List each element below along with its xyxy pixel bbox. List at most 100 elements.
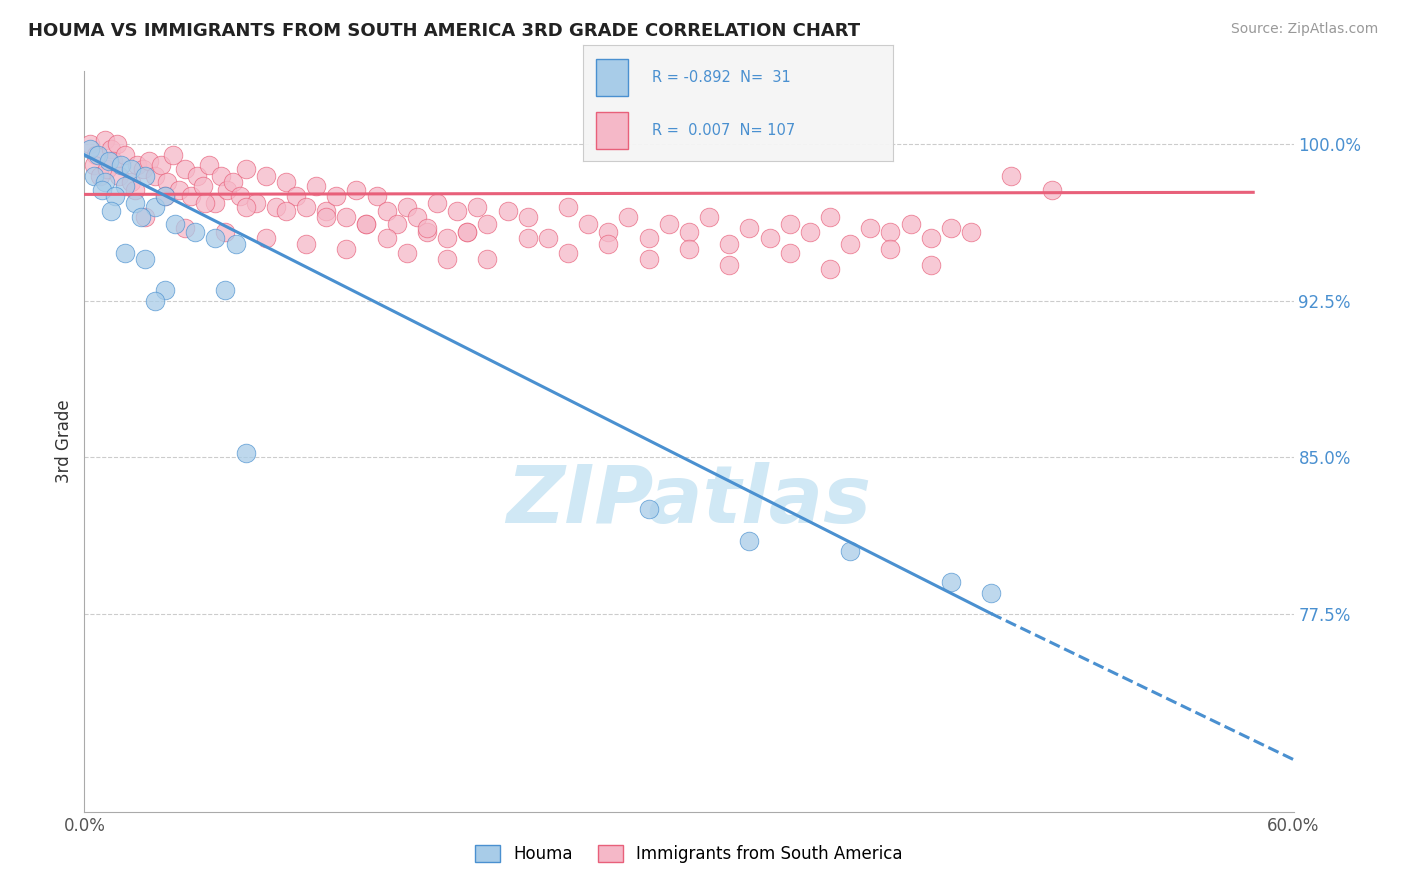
Point bbox=[879, 225, 901, 239]
Point bbox=[697, 211, 720, 225]
Point bbox=[617, 211, 640, 225]
Point bbox=[456, 225, 478, 239]
Point bbox=[254, 169, 277, 183]
Point bbox=[477, 252, 499, 266]
Point bbox=[120, 162, 142, 177]
Y-axis label: 3rd Grade: 3rd Grade bbox=[55, 400, 73, 483]
Point bbox=[129, 211, 152, 225]
Point bbox=[89, 169, 111, 183]
Point bbox=[598, 225, 620, 239]
Point bbox=[83, 158, 105, 172]
Text: ZIPatlas: ZIPatlas bbox=[506, 462, 872, 540]
Point bbox=[658, 217, 681, 231]
Point bbox=[900, 217, 922, 231]
Point bbox=[637, 252, 659, 266]
Point bbox=[758, 231, 780, 245]
Point bbox=[114, 148, 136, 162]
Point bbox=[325, 189, 347, 203]
Point bbox=[214, 225, 236, 239]
Point bbox=[114, 179, 136, 194]
Point bbox=[79, 142, 101, 156]
Point bbox=[165, 217, 187, 231]
Point bbox=[104, 189, 127, 203]
Point bbox=[186, 169, 208, 183]
Point bbox=[235, 162, 257, 177]
Point bbox=[576, 217, 599, 231]
Text: R =  0.007  N= 107: R = 0.007 N= 107 bbox=[651, 123, 794, 138]
Point bbox=[557, 200, 579, 214]
Point bbox=[779, 217, 801, 231]
Point bbox=[980, 586, 1002, 600]
Point bbox=[184, 225, 207, 239]
Point bbox=[83, 169, 105, 183]
Point bbox=[97, 154, 120, 169]
Point bbox=[375, 231, 398, 245]
Point bbox=[125, 158, 148, 172]
Point bbox=[366, 189, 388, 203]
Point bbox=[274, 175, 297, 189]
Text: Source: ZipAtlas.com: Source: ZipAtlas.com bbox=[1230, 22, 1378, 37]
Point bbox=[516, 231, 538, 245]
Point bbox=[245, 195, 267, 210]
Point bbox=[416, 225, 439, 239]
Point bbox=[335, 242, 357, 256]
Point bbox=[209, 169, 232, 183]
Point bbox=[100, 142, 122, 156]
Point bbox=[100, 204, 122, 219]
Point bbox=[375, 204, 398, 219]
Point bbox=[1000, 169, 1022, 183]
Point bbox=[138, 154, 160, 169]
Point bbox=[198, 158, 221, 172]
Point bbox=[222, 175, 245, 189]
Point bbox=[678, 242, 700, 256]
Point bbox=[477, 217, 499, 231]
Text: HOUMA VS IMMIGRANTS FROM SOUTH AMERICA 3RD GRADE CORRELATION CHART: HOUMA VS IMMIGRANTS FROM SOUTH AMERICA 3… bbox=[28, 22, 860, 40]
Point bbox=[799, 225, 821, 239]
Point bbox=[110, 158, 132, 172]
Point bbox=[235, 200, 257, 214]
Point bbox=[295, 237, 318, 252]
Point bbox=[86, 148, 108, 162]
Bar bbox=[596, 112, 628, 149]
Point bbox=[193, 179, 215, 194]
Point bbox=[134, 211, 156, 225]
Point bbox=[180, 189, 202, 203]
Point bbox=[818, 211, 841, 225]
Point bbox=[939, 575, 962, 590]
Point bbox=[920, 231, 942, 245]
Point bbox=[153, 189, 176, 203]
Point bbox=[346, 183, 368, 197]
Point bbox=[204, 231, 226, 245]
Point bbox=[718, 237, 741, 252]
Point bbox=[446, 204, 468, 219]
Point bbox=[467, 200, 489, 214]
Point bbox=[235, 446, 257, 460]
Point bbox=[356, 217, 378, 231]
Point bbox=[124, 183, 146, 197]
Point bbox=[156, 175, 179, 189]
Point bbox=[134, 252, 156, 266]
Point bbox=[637, 502, 659, 516]
Point bbox=[305, 179, 328, 194]
Point bbox=[228, 189, 250, 203]
Point bbox=[839, 237, 862, 252]
Point bbox=[132, 162, 155, 177]
Point bbox=[818, 262, 841, 277]
Point bbox=[678, 225, 700, 239]
Point bbox=[174, 162, 197, 177]
Point bbox=[167, 183, 190, 197]
Point bbox=[637, 231, 659, 245]
Point bbox=[738, 533, 761, 548]
Point bbox=[214, 283, 236, 297]
Point bbox=[395, 245, 418, 260]
Point bbox=[143, 200, 166, 214]
Point bbox=[920, 258, 942, 272]
Point bbox=[124, 195, 146, 210]
Point bbox=[285, 189, 308, 203]
Legend: Houma, Immigrants from South America: Houma, Immigrants from South America bbox=[468, 838, 910, 870]
Point bbox=[406, 211, 429, 225]
Point bbox=[143, 169, 166, 183]
Point bbox=[114, 245, 136, 260]
Point bbox=[356, 217, 378, 231]
Point bbox=[436, 231, 458, 245]
